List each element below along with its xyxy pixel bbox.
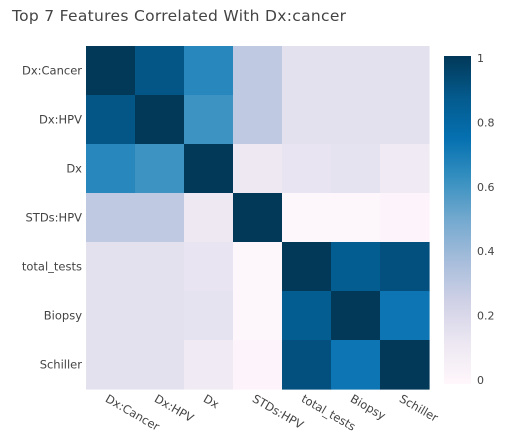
colorbar-tick-label: 0.2 (477, 310, 495, 323)
heatmap-cell (184, 193, 234, 243)
heatmap-cell (282, 291, 332, 341)
heatmap-cell (282, 144, 332, 194)
heatmap-cell (331, 193, 381, 243)
heatmap-cell (282, 340, 332, 390)
colorbar-tick-label: 0.8 (477, 116, 495, 129)
x-tick-label: Dx:Cancer (103, 391, 162, 433)
y-tick-label: Dx:HPV (39, 113, 82, 127)
heatmap-cell (135, 340, 185, 390)
heatmap-cell (380, 291, 430, 341)
heatmap-cell (331, 95, 381, 145)
heatmap-cell (233, 144, 283, 194)
heatmap-cell (135, 95, 185, 145)
y-tick-label: Dx:Cancer (22, 64, 82, 78)
heatmap-cell (331, 242, 381, 292)
heatmap-cell (86, 242, 136, 292)
heatmap-cell (184, 291, 234, 341)
heatmap-cell (233, 193, 283, 243)
heatmap-cell (86, 291, 136, 341)
heatmap-cell (86, 340, 136, 390)
heatmap-cell (135, 193, 185, 243)
colorbar-tick-label: 1 (477, 52, 484, 65)
heatmap-cell (233, 340, 283, 390)
y-tick-label: Schiller (40, 358, 83, 372)
heatmap-cell (380, 95, 430, 145)
heatmap-cell (135, 144, 185, 194)
y-tick-label: total_tests (22, 260, 82, 274)
heatmap-cell (380, 340, 430, 390)
heatmap-cell (184, 340, 234, 390)
heatmap-cell (282, 95, 332, 145)
heatmap-cell (380, 193, 430, 243)
heatmap-cell (331, 291, 381, 341)
heatmap-cell (135, 291, 185, 341)
heatmap-cells (86, 46, 430, 390)
y-tick-label: Dx (66, 162, 82, 176)
heatmap-cell (380, 242, 430, 292)
heatmap-cell (282, 46, 332, 96)
colorbar-ticks: 0 0.2 0.4 0.6 0.8 1 (477, 52, 495, 387)
chart-title: Top 7 Features Correlated With Dx:cancer (11, 7, 347, 25)
heatmap-cell (233, 95, 283, 145)
x-tick-label: STDs:HPV (250, 391, 306, 431)
heatmap-cell (184, 242, 234, 292)
colorbar (444, 56, 471, 384)
x-tick-label: total_tests (299, 391, 358, 433)
heatmap-cell (380, 46, 430, 96)
heatmap-cell (86, 95, 136, 145)
heatmap-cell (233, 242, 283, 292)
x-tick-label: Schiller (397, 391, 441, 424)
heatmap-cell (135, 242, 185, 292)
heatmap-cell (184, 46, 234, 96)
heatmap-cell (233, 291, 283, 341)
heatmap-cell (86, 144, 136, 194)
y-tick-label: STDs:HPV (26, 211, 83, 225)
heatmap-cell (233, 46, 283, 96)
heatmap-cell (86, 193, 136, 243)
y-tick-label: Biopsy (44, 309, 82, 323)
x-tick-label: Dx (201, 391, 222, 411)
colorbar-tick-label: 0 (477, 374, 484, 387)
heatmap-cell (331, 144, 381, 194)
colorbar-tick-label: 0.4 (477, 245, 495, 258)
heatmap-cell (380, 144, 430, 194)
colorbar-tick-label: 0.6 (477, 181, 495, 194)
heatmap-cell (184, 144, 234, 194)
heatmap-cell (282, 193, 332, 243)
heatmap-cell (331, 46, 381, 96)
heatmap-cell (135, 46, 185, 96)
heatmap-cell (86, 46, 136, 96)
heatmap-cell (184, 95, 234, 145)
heatmap-cell (282, 242, 332, 292)
y-axis-labels: Dx:Cancer Dx:HPV Dx STDs:HPV total_tests Biop… (22, 64, 82, 372)
heatmap-cell (331, 340, 381, 390)
